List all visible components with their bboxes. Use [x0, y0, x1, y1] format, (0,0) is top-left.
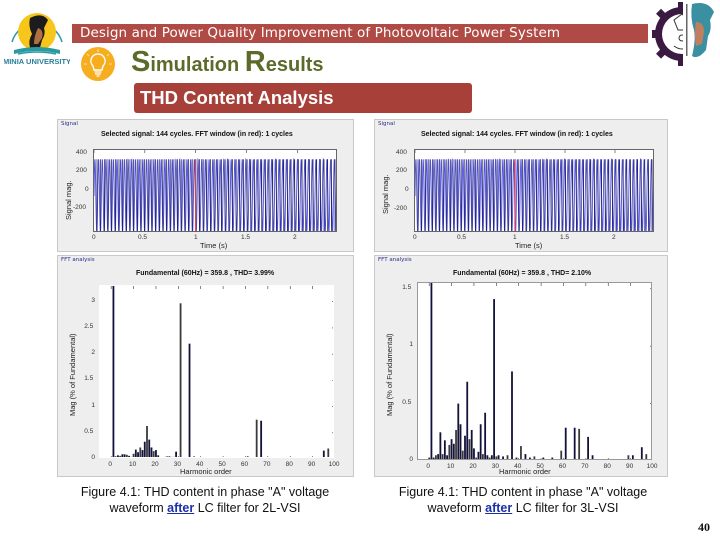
fft-chart-title: Fundamental (60Hz) = 359.8 , THD= 2.10%	[453, 270, 592, 277]
page-number: 40	[698, 520, 710, 534]
fft-panel-label: FFT analysis	[61, 257, 95, 263]
after-link[interactable]: after	[485, 501, 513, 515]
figure-caption-3l: Figure 4.1: THD content in phase "A" vol…	[398, 485, 648, 515]
signal-plot-area	[93, 149, 337, 232]
signal-panel-label: Signal	[378, 121, 395, 127]
signal-chart-title: Selected signal: 144 cycles. FFT window …	[421, 131, 613, 138]
signal-ylabel: Signal mag.	[64, 180, 73, 220]
presentation-title-bar: Design and Power Quality Improvement of …	[72, 24, 648, 43]
minia-university-logo: MINIA UNIVERSITY	[4, 4, 70, 68]
fft-plot-area	[417, 282, 652, 460]
fft-panel-3l: FFT analysis Fundamental (60Hz) = 359.8 …	[374, 255, 668, 477]
fft-xlabel: Harmonic order	[499, 467, 551, 476]
fft-chart-title: Fundamental (60Hz) = 359.8 , THD= 3.99%	[136, 270, 275, 277]
figure-caption-2l: Figure 4.1: THD content in phase "A" vol…	[80, 485, 330, 515]
fft-plot-area	[99, 285, 334, 458]
signal-ylabel: Signal mag.	[381, 174, 390, 214]
subtitle-bar: THD Content Analysis	[134, 83, 472, 113]
signal-panel-label: Signal	[61, 121, 78, 127]
lightbulb-icon	[80, 46, 116, 82]
fft-xlabel: Harmonic order	[180, 467, 232, 476]
fft-ylabel: Mag (% of Fundamental)	[385, 333, 394, 416]
signal-plot-area	[414, 149, 654, 232]
after-link[interactable]: after	[167, 501, 195, 515]
signal-xlabel: Time (s)	[200, 241, 228, 250]
fft-ylabel: Mag (% of Fundamental)	[68, 333, 77, 416]
fft-panel-label: FFT analysis	[378, 257, 412, 263]
fft-panel-2l: FFT analysis Fundamental (60Hz) = 359.8 …	[57, 255, 354, 477]
signal-panel-2l: Signal Selected signal: 144 cycles. FFT …	[57, 119, 354, 252]
signal-xlabel: Time (s)	[515, 241, 543, 250]
svg-text:MINIA UNIVERSITY: MINIA UNIVERSITY	[4, 57, 70, 66]
signal-chart-title: Selected signal: 144 cycles. FFT window …	[101, 131, 293, 138]
section-title: Simulation Results	[131, 46, 324, 78]
engineering-faculty-logo	[652, 0, 720, 70]
signal-panel-3l: Signal Selected signal: 144 cycles. FFT …	[374, 119, 668, 252]
